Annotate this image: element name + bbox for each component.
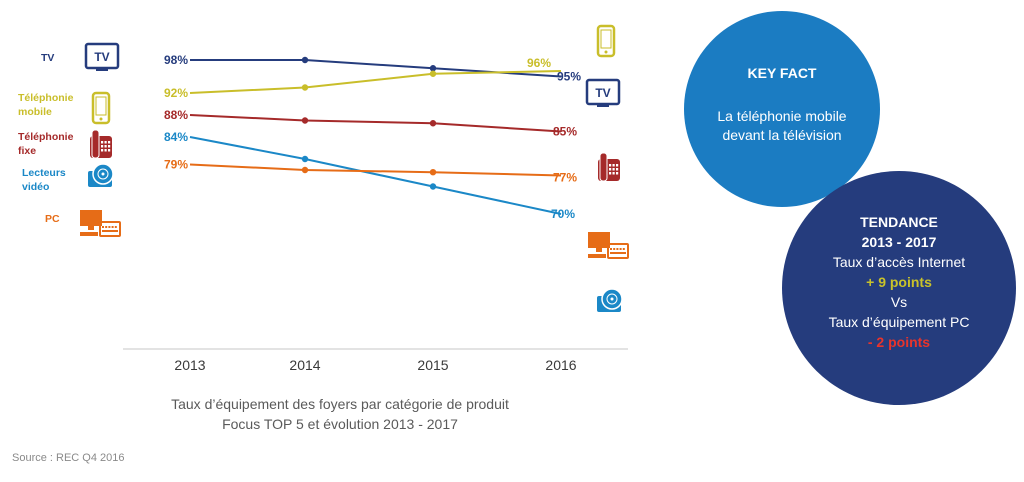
computer-icon (588, 232, 629, 259)
data-label-end: 77% (553, 171, 577, 185)
series-2: 92% 96% (164, 56, 562, 100)
data-point (301, 155, 309, 163)
series-5: 79% 77% (164, 158, 577, 185)
data-point (301, 84, 309, 91)
series-3: 88% 85% (164, 108, 577, 139)
data-point (429, 65, 437, 72)
tendance-pc-label: Taux d’équipement PC (828, 314, 970, 330)
x-axis: 2013 2014 2015 2016 (123, 348, 628, 373)
data-point (429, 120, 437, 127)
tendance-vs: Vs (890, 294, 908, 310)
tendance-internet-label: Taux d’accès Internet (832, 254, 966, 270)
data-point (429, 183, 437, 190)
data-label-end: 96% (527, 56, 551, 70)
series-line (189, 163, 562, 177)
series-line (189, 70, 562, 94)
legend-label: vidéo (22, 181, 49, 193)
x-tick-label: 2015 (417, 357, 448, 373)
x-tick-label: 2016 (545, 357, 576, 373)
data-label-end: 95% (557, 70, 581, 84)
data-point (429, 169, 437, 176)
series-1: 98% 95% (164, 53, 581, 84)
data-label-start: 84% (164, 130, 188, 144)
tv-icon: TV (585, 78, 621, 107)
series-4: 84% 70% (164, 130, 575, 221)
tendance-period: 2013 - 2017 (861, 234, 937, 250)
series-line (189, 136, 562, 215)
tendance-pc-change: - 2 points (867, 334, 931, 350)
svg-text:TV: TV (595, 86, 610, 100)
legend-label: fixe (18, 145, 36, 157)
tendance-internet-change: + 9 points (866, 274, 932, 290)
landline-phone-icon (90, 129, 112, 159)
source-note: Source : REC Q4 2016 (12, 452, 125, 464)
legend-label: Lecteurs (22, 167, 66, 179)
data-label-end: 70% (551, 207, 575, 221)
key-fact-circle: KEY FACT La téléphonie mobile devant la … (684, 11, 880, 207)
data-label-start: 79% (164, 158, 188, 172)
data-point (429, 70, 437, 77)
tendance-circle: TENDANCE 2013 - 2017 Taux d’accès Intern… (782, 171, 1016, 405)
tv-icon: TV (84, 42, 120, 71)
legend-label: PC (45, 213, 60, 225)
tendance-title: TENDANCE (860, 214, 938, 230)
data-label-start: 98% (164, 53, 188, 67)
series-line (190, 59, 562, 78)
data-label-start: 92% (164, 86, 188, 100)
landline-phone-icon (598, 152, 620, 182)
chart-caption-line-1: Taux d’équipement des foyers par catégor… (171, 396, 509, 412)
video-player-icon (88, 163, 114, 187)
data-label-start: 88% (164, 108, 188, 122)
series-lines: 98% 95% 92% 96% 88% 85% 84% 70% 79% 77% (164, 53, 581, 221)
line-chart: TV TV Téléphonie mobile Téléphonie fixe Lecteu… (18, 24, 629, 373)
legend-label: mobile (18, 106, 52, 118)
svg-text:TV: TV (94, 50, 109, 64)
chart-caption-line-2: Focus TOP 5 et évolution 2013 - 2017 (222, 416, 458, 432)
x-tick-label: 2014 (289, 357, 320, 373)
legend-label: Téléphonie (18, 92, 74, 104)
data-point (301, 117, 309, 124)
x-tick-label: 2013 (174, 357, 205, 373)
mobile-phone-icon (91, 91, 111, 125)
video-player-icon (597, 288, 623, 312)
data-point (301, 56, 309, 64)
series-line (189, 114, 562, 133)
end-icons: TV (585, 24, 629, 312)
data-label-end: 85% (553, 125, 577, 139)
data-point (301, 166, 309, 174)
mobile-phone-icon (596, 24, 616, 58)
key-fact-body: La téléphonie mobile devant la télévisio… (717, 108, 847, 143)
key-fact-title: KEY FACT (747, 65, 817, 81)
computer-icon (80, 210, 121, 237)
legend-label: TV (41, 52, 54, 64)
legend: TV TV Téléphonie mobile Téléphonie fixe Lecteu… (18, 42, 121, 237)
legend-label: Téléphonie (18, 131, 74, 143)
